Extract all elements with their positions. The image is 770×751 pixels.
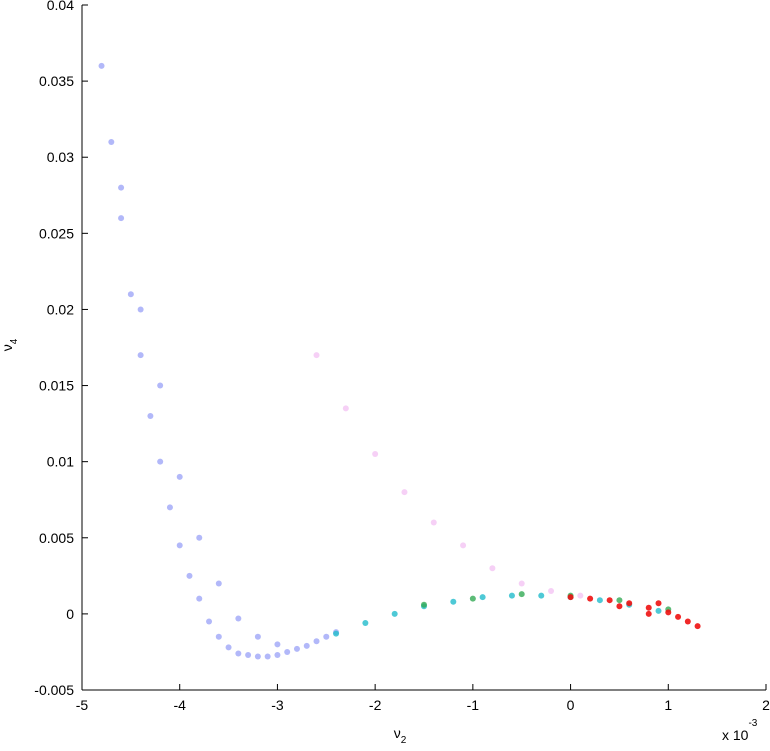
scatter-point bbox=[421, 601, 427, 608]
scatter-point bbox=[372, 451, 379, 458]
scatter-point bbox=[215, 580, 222, 587]
scatter-point bbox=[675, 613, 682, 620]
scatter-point bbox=[616, 603, 623, 610]
scatter-point bbox=[323, 633, 330, 640]
scatter-point bbox=[186, 572, 193, 579]
x-label-subscript: 2 bbox=[401, 735, 407, 746]
scatter-point bbox=[655, 607, 662, 614]
x-axis-label: ν2 bbox=[394, 725, 407, 746]
scatter-point bbox=[469, 595, 476, 602]
y-tick-label: 0.03 bbox=[47, 149, 74, 165]
scatter-point bbox=[450, 598, 457, 605]
scatter-point bbox=[518, 580, 525, 587]
scatter-point bbox=[665, 609, 672, 616]
y-tick-label: 0.025 bbox=[39, 225, 74, 241]
scatter-point bbox=[684, 618, 691, 625]
scatter-point bbox=[274, 651, 281, 658]
scatter-point bbox=[206, 618, 213, 625]
scatter-point bbox=[274, 641, 281, 648]
scatter-point bbox=[391, 610, 398, 617]
y-axis-label: ν4 bbox=[0, 338, 20, 351]
scatter-point bbox=[127, 291, 134, 298]
scatter-point bbox=[225, 644, 232, 651]
scatter-point bbox=[587, 595, 594, 602]
scatter-point bbox=[303, 642, 310, 649]
scatter-point bbox=[567, 594, 574, 601]
x-label-text: ν bbox=[394, 725, 401, 741]
scatter-point bbox=[137, 306, 144, 313]
y-tick-label: 0.04 bbox=[47, 0, 74, 13]
scatter-point bbox=[430, 519, 437, 526]
scatter-point bbox=[118, 215, 125, 222]
scatter-point bbox=[254, 653, 261, 660]
scatter-point bbox=[176, 473, 183, 480]
scatter-point bbox=[655, 600, 662, 607]
scatter-point bbox=[137, 352, 144, 359]
scatter-point bbox=[626, 600, 633, 607]
scatter-point bbox=[313, 352, 320, 359]
y-tick-label: -0.005 bbox=[34, 682, 74, 698]
scatter-point bbox=[508, 592, 515, 599]
x-multiplier-text: x 10 bbox=[722, 727, 749, 743]
y-tick-label: 0.005 bbox=[39, 530, 74, 546]
x-tick-label: -5 bbox=[76, 697, 89, 713]
scatter-point bbox=[196, 534, 203, 541]
y-tick-label: 0.02 bbox=[47, 301, 74, 317]
scatter-point bbox=[215, 633, 222, 640]
scatter-point bbox=[196, 595, 203, 602]
scatter-point bbox=[284, 648, 291, 655]
scatter-point bbox=[694, 623, 701, 630]
y-label-subscript: 4 bbox=[9, 338, 20, 344]
scatter-point bbox=[264, 653, 271, 660]
scatter-point bbox=[460, 542, 467, 549]
scatter-point bbox=[176, 542, 183, 549]
scatter-point bbox=[157, 458, 164, 465]
scatter-point bbox=[479, 594, 486, 601]
y-label-text: ν bbox=[0, 344, 15, 351]
x-tick-label: -4 bbox=[173, 697, 186, 713]
scatter-point bbox=[489, 565, 496, 572]
scatter-point bbox=[147, 413, 154, 419]
x-tick-label: -1 bbox=[467, 697, 480, 713]
scatter-point bbox=[245, 651, 252, 658]
scatter-point bbox=[548, 588, 555, 595]
scatter-point bbox=[293, 645, 300, 652]
y-tick-label: 0 bbox=[66, 606, 74, 622]
y-tick-label: 0.035 bbox=[39, 73, 74, 89]
scatter-point bbox=[254, 633, 261, 640]
scatter-point bbox=[645, 604, 652, 611]
scatter-point bbox=[645, 610, 652, 617]
scatter-point bbox=[313, 638, 320, 645]
scatter-point bbox=[606, 597, 613, 604]
y-tick-label: 0.015 bbox=[39, 378, 74, 394]
scatter-point bbox=[166, 504, 173, 511]
scatter-point bbox=[333, 630, 340, 637]
scatter-point bbox=[538, 592, 545, 599]
x-tick-label: 0 bbox=[567, 697, 575, 713]
x-tick-label: -3 bbox=[271, 697, 284, 713]
x-tick-label: 1 bbox=[664, 697, 672, 713]
scatter-point bbox=[235, 650, 242, 657]
scatter-point bbox=[362, 620, 369, 627]
scatter-point bbox=[616, 597, 623, 604]
scatter-point bbox=[108, 139, 115, 145]
x-multiplier: x 10-3 bbox=[722, 718, 758, 743]
scatter-point bbox=[596, 597, 603, 604]
x-tick-label: -2 bbox=[369, 697, 382, 713]
scatter-point bbox=[342, 405, 349, 412]
x-tick-label: 2 bbox=[762, 697, 770, 713]
x-multiplier-exponent: -3 bbox=[748, 718, 757, 729]
scatter-point bbox=[118, 184, 125, 191]
scatter-point bbox=[401, 489, 408, 496]
scatter-point bbox=[235, 615, 242, 622]
y-tick-label: 0.01 bbox=[47, 454, 74, 470]
scatter-point bbox=[577, 592, 584, 599]
scatter-point bbox=[518, 591, 525, 598]
scatter-point bbox=[157, 382, 164, 389]
scatter-point bbox=[98, 62, 105, 69]
